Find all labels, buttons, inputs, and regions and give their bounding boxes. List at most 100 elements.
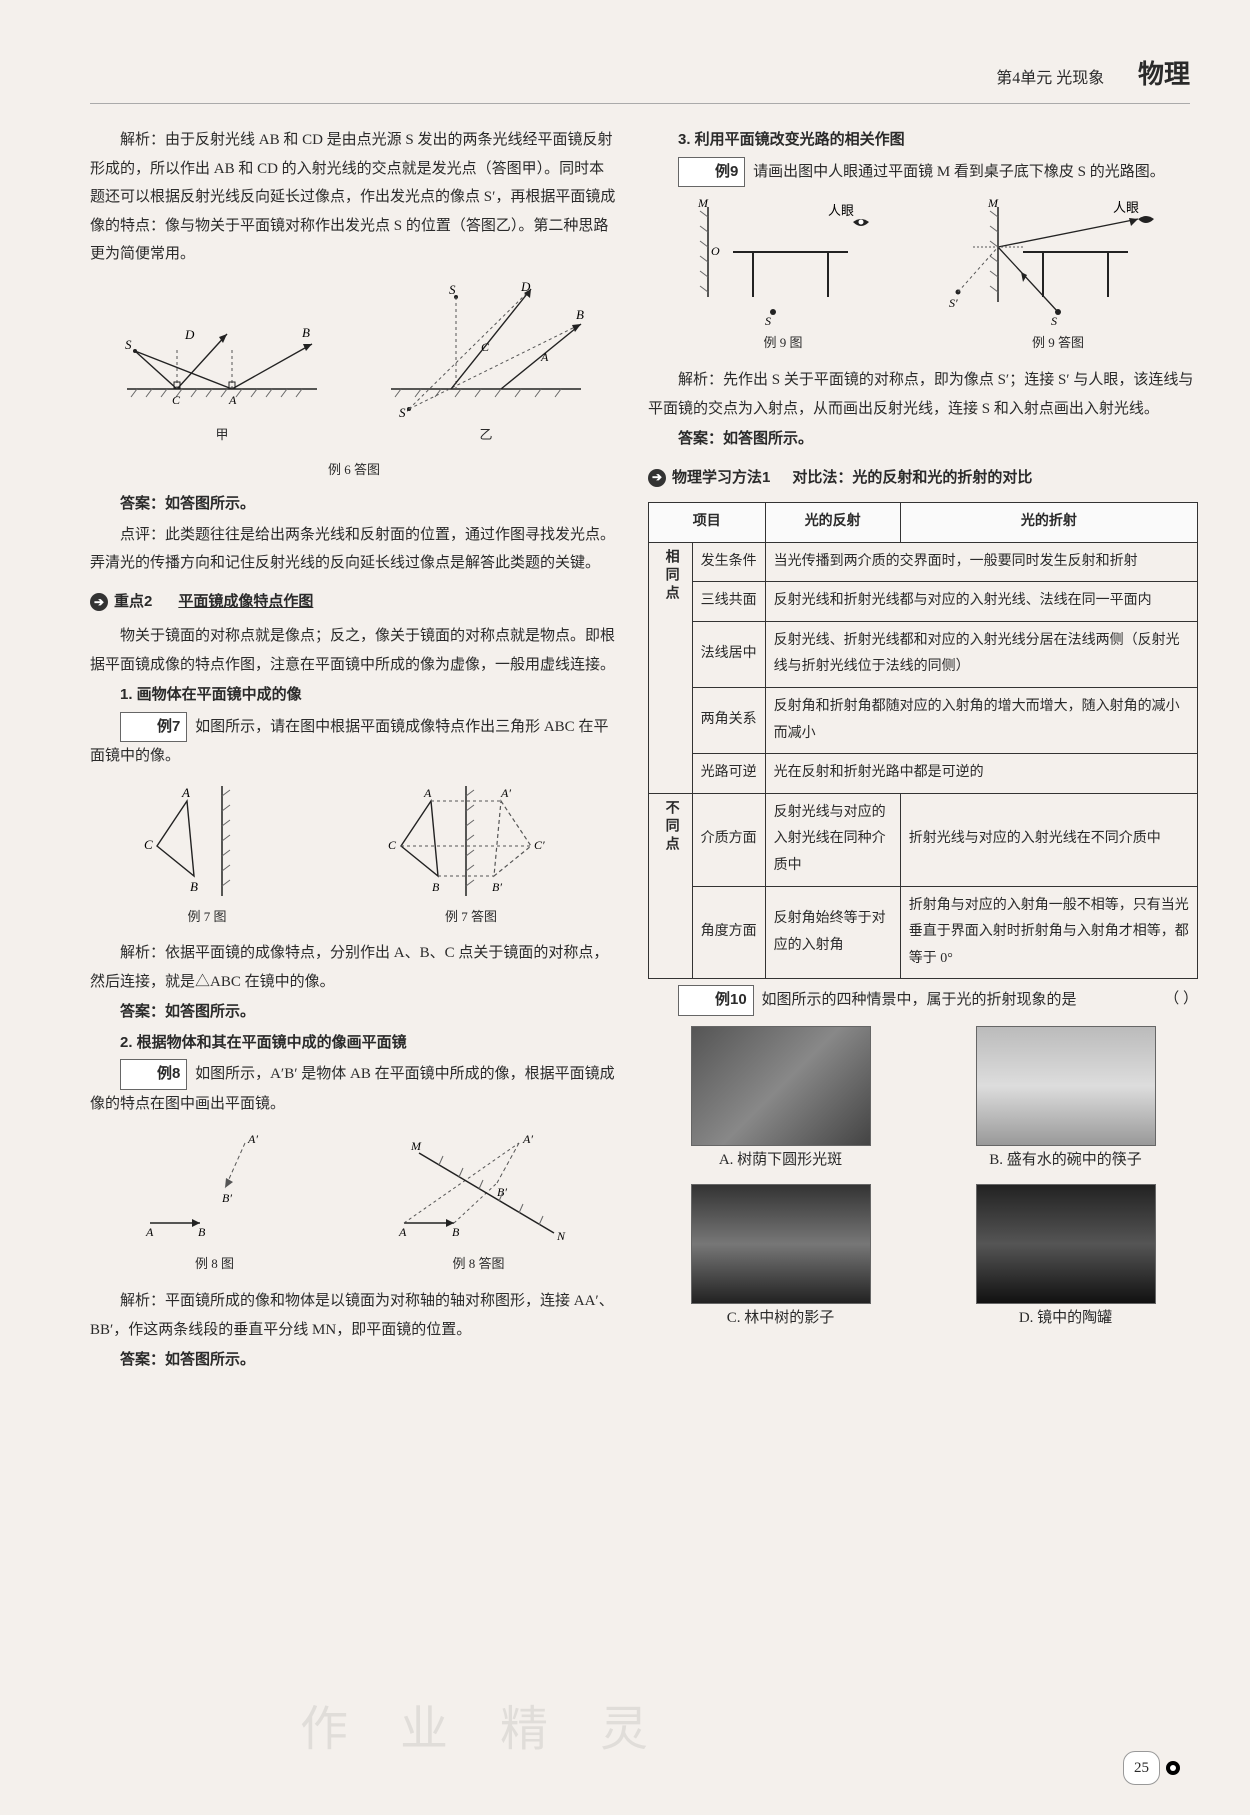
fig8b-cap: 例 8 答图 (379, 1252, 579, 1277)
svg-text:C: C (144, 837, 153, 852)
svg-text:人眼: 人眼 (1113, 200, 1139, 215)
opt-row1: A. 树荫下圆形光斑 B. 盛有水的碗中的筷子 (648, 1026, 1198, 1175)
diff-group-label: 不同点 (649, 793, 693, 979)
keypoint2-intro: 物关于镜面的对称点就是像点；反之，像关于镜面的对称点就是物点。即根据平面镜成像的… (90, 622, 618, 679)
fig9a-cap: 例 9 图 (673, 331, 893, 356)
ex6-answer: 答案：如答图所示。 (90, 490, 618, 519)
photo-placeholder (691, 1026, 871, 1146)
fig8b: A B A′ B′ M N 例 8 答图 (379, 1128, 579, 1277)
ex10: 例10 如图所示的四种情景中，属于光的折射现象的是 （ ） (648, 985, 1198, 1016)
right-column: 3. 利用平面镜改变光路的相关作图 例9 请画出图中人眼通过平面镜 M 看到桌子… (648, 124, 1198, 1376)
ex7: 例7 如图所示，请在图中根据平面镜成像特点作出三角形 ABC 在平面镜中的像。 (90, 712, 618, 771)
table-header-row: 项目 光的反射 光的折射 (649, 503, 1198, 543)
ex9-text: 请画出图中人眼通过平面镜 M 看到桌子底下橡皮 S 的光路图。 (753, 164, 1165, 180)
svg-text:A: A (423, 786, 432, 800)
row-val: 反射光线、折射光线都和对应的入射光线分居在法线两侧（反射光线与折射光线位于法线的… (765, 621, 1197, 687)
svg-text:B: B (302, 325, 310, 340)
svg-text:人眼: 人眼 (828, 203, 854, 218)
fig9b-cap: 例 9 答图 (943, 331, 1173, 356)
fig6-row: S D B C A 甲 (90, 279, 618, 448)
svg-text:C: C (481, 340, 490, 354)
method1-tag: 物理学习方法1 (672, 464, 770, 493)
row-key: 角度方面 (692, 886, 765, 979)
fig7a-cap: 例 7 图 (132, 905, 282, 930)
svg-text:N: N (556, 1229, 566, 1243)
arrow-icon: ➔ (648, 469, 666, 487)
ex7-analysis: 解析：依据平面镜的成像特点，分别作出 A、B、C 点关于镜面的对称点，然后连接，… (90, 939, 618, 996)
ex10-text: 如图所示的四种情景中，属于光的折射现象的是 (761, 992, 1076, 1008)
svg-text:S: S (1051, 314, 1057, 327)
row-key: 法线居中 (692, 621, 765, 687)
sub3-title: 3. 利用平面镜改变光路的相关作图 (648, 126, 1198, 155)
heading-keypoint2: ➔ 重点2 平面镜成像特点作图 (90, 588, 313, 617)
opt-b: B. 盛有水的碗中的筷子 (933, 1026, 1198, 1175)
fig7-row: A C B 例 7 图 A C B A′ (90, 781, 618, 930)
ex6-analysis: 解析：由于反射光线 AB 和 CD 是由点光源 S 发出的两条光线经平面镜反射形… (90, 126, 618, 269)
row-val-refract: 折射光线与对应的入射光线在不同介质中 (900, 793, 1197, 886)
ex9: 例9 请画出图中人眼通过平面镜 M 看到桌子底下橡皮 S 的光路图。 (648, 157, 1198, 188)
ex8: 例8 如图所示，A′B′ 是物体 AB 在平面镜中所成的像，根据平面镜成像的特点… (90, 1059, 618, 1118)
svg-text:M: M (410, 1139, 422, 1153)
svg-text:C: C (172, 393, 181, 407)
table-row: 三线共面反射光线和折射光线都与对应的入射光线、法线在同一平面内 (649, 582, 1198, 622)
example-tag-icon: 例7 (120, 712, 187, 743)
unit-label: 第4单元 光现象 (996, 70, 1104, 87)
svg-text:A: A (228, 393, 237, 407)
same-group-label: 相同点 (649, 542, 693, 793)
row-val-reflect: 反射角始终等于对应的入射角 (765, 886, 900, 979)
fig9-row: M O S 人眼 例 9 图 M (648, 197, 1198, 356)
svg-text:S: S (765, 314, 771, 327)
svg-text:B: B (198, 1225, 206, 1239)
svg-text:D: D (184, 327, 195, 342)
svg-text:S: S (449, 282, 456, 297)
table-row: 两角关系反射角和折射角都随对应的入射角的增大而增大，随入射角的减小而减小 (649, 688, 1198, 754)
fig6b: S S′ D B A C 乙 (381, 279, 591, 448)
page-dot-icon (1166, 1761, 1180, 1775)
svg-text:A: A (181, 785, 190, 800)
svg-text:A′: A′ (500, 786, 511, 800)
row-key: 三线共面 (692, 582, 765, 622)
page-number-text: 25 (1123, 1751, 1160, 1786)
svg-text:B: B (576, 307, 584, 322)
svg-text:S: S (125, 337, 132, 352)
svg-text:B: B (190, 879, 198, 894)
fig6a: S D B C A 甲 (117, 279, 327, 448)
example-tag-icon: 例10 (678, 985, 754, 1016)
ex7-answer: 答案：如答图所示。 (90, 998, 618, 1027)
keypoint2-tag: 重点2 (114, 588, 152, 617)
photo-placeholder (976, 1184, 1156, 1304)
svg-text:O: O (711, 244, 720, 258)
fig7b-cap: 例 7 答图 (366, 905, 576, 930)
svg-text:B: B (432, 880, 440, 894)
photo-placeholder (691, 1184, 871, 1304)
svg-text:A: A (398, 1225, 407, 1239)
fig6-caption: 例 6 答图 (90, 458, 618, 483)
ex8-answer: 答案：如答图所示。 (90, 1346, 618, 1375)
row-val: 光在反射和折射光路中都是可逆的 (765, 754, 1197, 794)
page-number: 25 (1123, 1751, 1180, 1786)
left-column: 解析：由于反射光线 AB 和 CD 是由点光源 S 发出的两条光线经平面镜反射形… (90, 124, 618, 1376)
svg-text:C′: C′ (534, 838, 545, 852)
fig6b-label: 乙 (381, 423, 591, 448)
watermark: 作 业 精 灵 (300, 1684, 668, 1775)
fig8a: A B A′ B′ 例 8 图 (130, 1128, 300, 1277)
ex10-blank: （ ） (1134, 985, 1198, 1014)
sub1-title: 1. 画物体在平面镜中成的像 (90, 681, 618, 710)
keypoint2-title: 平面镜成像特点作图 (178, 588, 313, 617)
svg-text:B′: B′ (222, 1191, 232, 1205)
row-val: 反射角和折射角都随对应的入射角的增大而增大，随入射角的减小而减小 (765, 688, 1197, 754)
svg-text:B′: B′ (492, 880, 502, 894)
ex6-review: 点评：此类题往往是给出两条光线和反射面的位置，通过作图寻找发光点。弄清光的传播方… (90, 521, 618, 578)
th-refract: 光的折射 (900, 503, 1197, 543)
svg-text:M: M (697, 197, 709, 210)
example-tag-icon: 例9 (678, 157, 745, 188)
svg-text:A: A (540, 350, 549, 364)
row-key: 光路可逆 (692, 754, 765, 794)
opt-a-label: A. 树荫下圆形光斑 (648, 1146, 913, 1175)
row-key: 介质方面 (692, 793, 765, 886)
opt-c-label: C. 林中树的影子 (648, 1304, 913, 1333)
row-val-refract: 折射角与对应的入射角一般不相等，只有当光垂直于界面入射时折射角与入射角才相等，都… (900, 886, 1197, 979)
row-val: 当光传播到两介质的交界面时，一般要同时发生反射和折射 (765, 542, 1197, 582)
svg-text:A′: A′ (247, 1132, 258, 1146)
fig7b: A C B A′ C′ B′ 例 7 答图 (366, 781, 576, 930)
